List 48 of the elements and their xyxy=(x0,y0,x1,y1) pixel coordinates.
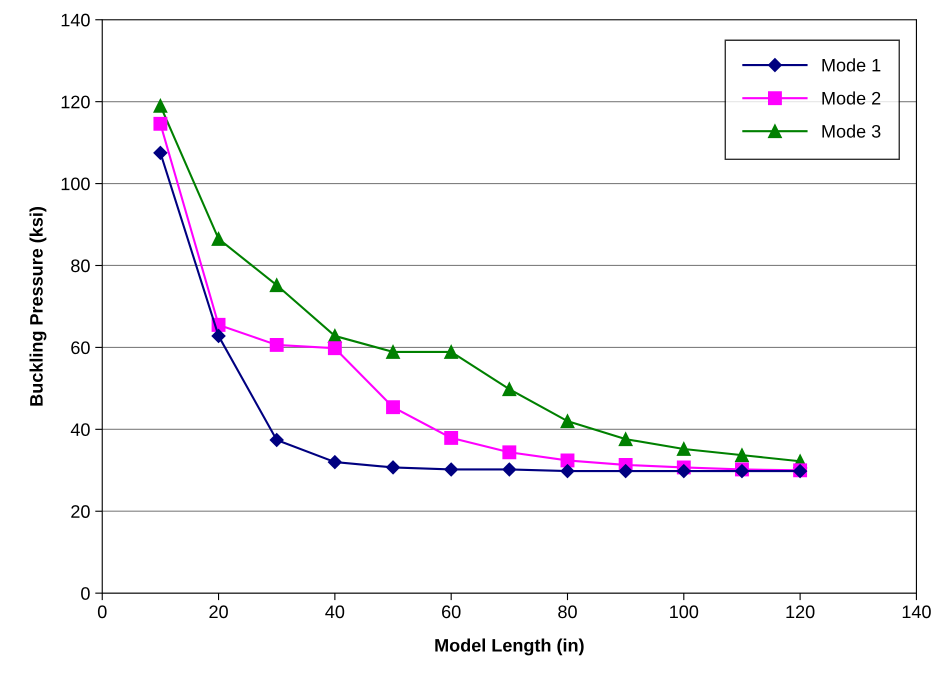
legend-label: Mode 1 xyxy=(822,58,880,72)
point xyxy=(502,382,516,396)
point xyxy=(212,328,226,343)
point xyxy=(153,98,168,113)
point xyxy=(560,414,574,428)
point xyxy=(502,462,516,476)
point xyxy=(386,460,400,474)
x-tick-label: 140 xyxy=(902,605,931,618)
y-tick-label: 100 xyxy=(62,178,90,190)
y-tick-label: 60 xyxy=(71,341,90,354)
x-axis-title: Model Length (in) xyxy=(435,638,584,656)
point xyxy=(444,462,458,476)
point xyxy=(153,146,168,160)
x-tick-label: 40 xyxy=(325,605,344,618)
point xyxy=(212,232,226,246)
point xyxy=(270,432,284,447)
x-tick-label: 80 xyxy=(558,605,577,618)
point xyxy=(270,278,284,292)
point xyxy=(386,400,400,414)
point xyxy=(444,344,458,359)
y-tick-label: 120 xyxy=(62,96,90,108)
point xyxy=(560,454,574,468)
point xyxy=(618,464,633,478)
x-tick-label: 100 xyxy=(670,605,698,618)
point xyxy=(328,341,342,356)
point xyxy=(676,464,691,478)
y-tick-label: 140 xyxy=(62,14,90,26)
x-tick-label: 20 xyxy=(209,605,228,618)
legend-label: Mode 3 xyxy=(822,124,880,138)
point xyxy=(560,464,574,478)
x-tick-label: 60 xyxy=(442,605,461,618)
point xyxy=(386,344,400,359)
point xyxy=(502,445,516,460)
legend-label: Mode 2 xyxy=(822,91,880,105)
point xyxy=(676,442,691,456)
point xyxy=(270,338,284,352)
point xyxy=(444,430,458,445)
point xyxy=(618,432,633,446)
point xyxy=(153,116,168,131)
y-tick-label: 0 xyxy=(81,587,90,600)
point xyxy=(735,448,749,462)
y-tick-label: 40 xyxy=(70,423,90,436)
y-tick-label: 20 xyxy=(71,505,90,518)
y-axis-title: Buckling Pressure (ksi) xyxy=(30,206,46,406)
x-tick-label: 120 xyxy=(786,605,814,618)
point xyxy=(328,455,342,470)
x-tick-label: 0 xyxy=(98,605,107,618)
y-tick-label: 80 xyxy=(71,259,90,272)
